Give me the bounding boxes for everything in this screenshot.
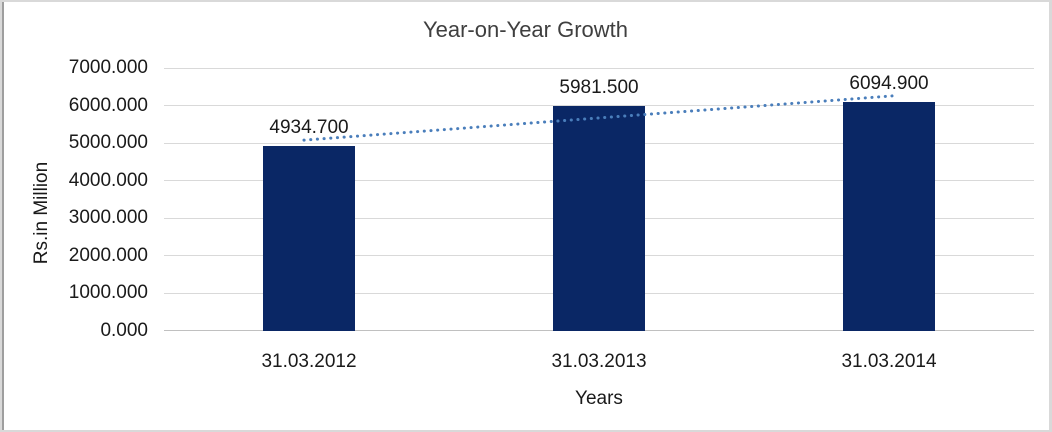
y-tick-label: 1000.000: [68, 282, 148, 304]
x-tick-label: 31.03.2012: [261, 351, 357, 372]
x-tick-label: 31.03.2014: [841, 351, 937, 372]
bar-31.03.2014: [843, 102, 935, 331]
bar-value-label: 5981.500: [559, 77, 639, 99]
y-tick-label: 7000.000: [68, 57, 148, 78]
y-tick-label: 2000.000: [68, 244, 148, 266]
chart-title: Year-on-Year Growth: [422, 17, 629, 42]
bar-value-label: 6094.900: [849, 73, 929, 94]
y-tick-label: 3000.000: [68, 207, 148, 229]
y-tick-label: 0.000: [100, 320, 148, 341]
y-tick-label: 6000.000: [68, 94, 148, 116]
x-tick-label: 31.03.2013: [551, 351, 647, 372]
y-tick-label: 4000.000: [68, 169, 148, 191]
bar-value-label: 4934.700: [269, 116, 349, 138]
gridline: [164, 105, 1034, 107]
bar-31.03.2012: [263, 145, 355, 331]
x-axis-title: Years: [575, 388, 623, 409]
gridline: [164, 67, 1034, 69]
y-tick-label: 5000.000: [68, 132, 148, 154]
trendline: [302, 94, 894, 142]
plot-area: 4934.700 5981.500 6094.900: [164, 67, 1034, 331]
bar-31.03.2013: [553, 106, 645, 331]
trendline-path: [302, 94, 894, 142]
